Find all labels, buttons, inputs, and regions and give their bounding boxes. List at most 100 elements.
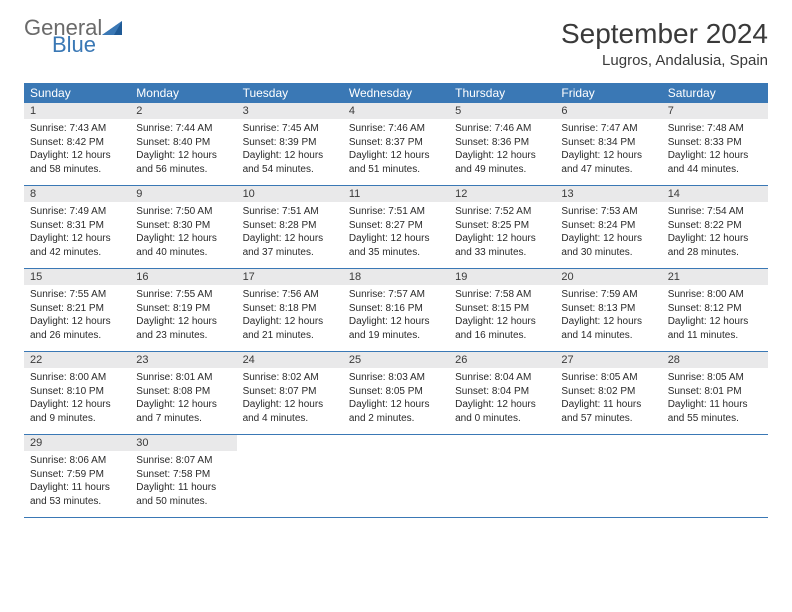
day-content: Sunrise: 8:01 AMSunset: 8:08 PMDaylight:… (130, 368, 236, 431)
day-cell: 24Sunrise: 8:02 AMSunset: 8:07 PMDayligh… (237, 352, 343, 434)
week-row: 29Sunrise: 8:06 AMSunset: 7:59 PMDayligh… (24, 435, 768, 518)
empty-day-cell (343, 435, 449, 517)
day-cell: 15Sunrise: 7:55 AMSunset: 8:21 PMDayligh… (24, 269, 130, 351)
day-content: Sunrise: 8:07 AMSunset: 7:58 PMDaylight:… (130, 451, 236, 514)
day-number: 19 (449, 269, 555, 285)
day-number: 29 (24, 435, 130, 451)
day-number: 13 (555, 186, 661, 202)
day-number: 12 (449, 186, 555, 202)
day-content: Sunrise: 7:55 AMSunset: 8:19 PMDaylight:… (130, 285, 236, 348)
day-content: Sunrise: 8:04 AMSunset: 8:04 PMDaylight:… (449, 368, 555, 431)
title-block: September 2024 Lugros, Andalusia, Spain (561, 18, 768, 69)
day-cell: 27Sunrise: 8:05 AMSunset: 8:02 PMDayligh… (555, 352, 661, 434)
day-cell: 6Sunrise: 7:47 AMSunset: 8:34 PMDaylight… (555, 103, 661, 185)
day-content: Sunrise: 7:44 AMSunset: 8:40 PMDaylight:… (130, 119, 236, 182)
day-number: 17 (237, 269, 343, 285)
location-subtitle: Lugros, Andalusia, Spain (561, 52, 768, 69)
day-cell: 13Sunrise: 7:53 AMSunset: 8:24 PMDayligh… (555, 186, 661, 268)
day-number: 21 (662, 269, 768, 285)
calendar: SundayMondayTuesdayWednesdayThursdayFrid… (24, 83, 768, 518)
day-content: Sunrise: 7:59 AMSunset: 8:13 PMDaylight:… (555, 285, 661, 348)
day-content: Sunrise: 7:51 AMSunset: 8:28 PMDaylight:… (237, 202, 343, 265)
day-number: 20 (555, 269, 661, 285)
day-content: Sunrise: 8:05 AMSunset: 8:01 PMDaylight:… (662, 368, 768, 431)
page-title: September 2024 (561, 18, 768, 50)
day-number: 23 (130, 352, 236, 368)
day-number: 22 (24, 352, 130, 368)
day-number: 9 (130, 186, 236, 202)
day-number: 5 (449, 103, 555, 119)
logo-text-blue: Blue (52, 35, 126, 56)
day-content: Sunrise: 7:48 AMSunset: 8:33 PMDaylight:… (662, 119, 768, 182)
empty-day-cell (555, 435, 661, 517)
day-cell: 28Sunrise: 8:05 AMSunset: 8:01 PMDayligh… (662, 352, 768, 434)
day-number: 14 (662, 186, 768, 202)
day-content: Sunrise: 7:57 AMSunset: 8:16 PMDaylight:… (343, 285, 449, 348)
day-header: Saturday (662, 83, 768, 103)
day-cell: 11Sunrise: 7:51 AMSunset: 8:27 PMDayligh… (343, 186, 449, 268)
empty-day-cell (237, 435, 343, 517)
day-content: Sunrise: 7:55 AMSunset: 8:21 PMDaylight:… (24, 285, 130, 348)
day-content: Sunrise: 7:51 AMSunset: 8:27 PMDaylight:… (343, 202, 449, 265)
day-headers-row: SundayMondayTuesdayWednesdayThursdayFrid… (24, 83, 768, 103)
day-number: 1 (24, 103, 130, 119)
day-cell: 2Sunrise: 7:44 AMSunset: 8:40 PMDaylight… (130, 103, 236, 185)
day-number: 16 (130, 269, 236, 285)
day-number: 6 (555, 103, 661, 119)
day-cell: 16Sunrise: 7:55 AMSunset: 8:19 PMDayligh… (130, 269, 236, 351)
day-number: 27 (555, 352, 661, 368)
day-number: 3 (237, 103, 343, 119)
day-cell: 22Sunrise: 8:00 AMSunset: 8:10 PMDayligh… (24, 352, 130, 434)
day-content: Sunrise: 7:53 AMSunset: 8:24 PMDaylight:… (555, 202, 661, 265)
day-content: Sunrise: 8:02 AMSunset: 8:07 PMDaylight:… (237, 368, 343, 431)
day-cell: 21Sunrise: 8:00 AMSunset: 8:12 PMDayligh… (662, 269, 768, 351)
header: General Blue September 2024 Lugros, Anda… (24, 18, 768, 69)
day-content: Sunrise: 7:50 AMSunset: 8:30 PMDaylight:… (130, 202, 236, 265)
week-row: 15Sunrise: 7:55 AMSunset: 8:21 PMDayligh… (24, 269, 768, 352)
day-cell: 8Sunrise: 7:49 AMSunset: 8:31 PMDaylight… (24, 186, 130, 268)
day-content: Sunrise: 8:05 AMSunset: 8:02 PMDaylight:… (555, 368, 661, 431)
day-cell: 1Sunrise: 7:43 AMSunset: 8:42 PMDaylight… (24, 103, 130, 185)
day-number: 11 (343, 186, 449, 202)
day-number: 24 (237, 352, 343, 368)
day-cell: 4Sunrise: 7:46 AMSunset: 8:37 PMDaylight… (343, 103, 449, 185)
day-number: 26 (449, 352, 555, 368)
day-content: Sunrise: 7:54 AMSunset: 8:22 PMDaylight:… (662, 202, 768, 265)
day-number: 18 (343, 269, 449, 285)
day-content: Sunrise: 8:00 AMSunset: 8:10 PMDaylight:… (24, 368, 130, 431)
day-cell: 14Sunrise: 7:54 AMSunset: 8:22 PMDayligh… (662, 186, 768, 268)
week-row: 1Sunrise: 7:43 AMSunset: 8:42 PMDaylight… (24, 103, 768, 186)
day-header: Friday (555, 83, 661, 103)
day-cell: 26Sunrise: 8:04 AMSunset: 8:04 PMDayligh… (449, 352, 555, 434)
day-header: Tuesday (237, 83, 343, 103)
day-content: Sunrise: 7:45 AMSunset: 8:39 PMDaylight:… (237, 119, 343, 182)
day-content: Sunrise: 8:00 AMSunset: 8:12 PMDaylight:… (662, 285, 768, 348)
empty-day-cell (662, 435, 768, 517)
day-content: Sunrise: 7:52 AMSunset: 8:25 PMDaylight:… (449, 202, 555, 265)
day-header: Thursday (449, 83, 555, 103)
day-number: 30 (130, 435, 236, 451)
day-header: Monday (130, 83, 236, 103)
day-cell: 29Sunrise: 8:06 AMSunset: 7:59 PMDayligh… (24, 435, 130, 517)
day-content: Sunrise: 7:49 AMSunset: 8:31 PMDaylight:… (24, 202, 130, 265)
day-number: 25 (343, 352, 449, 368)
day-number: 7 (662, 103, 768, 119)
day-number: 2 (130, 103, 236, 119)
day-cell: 9Sunrise: 7:50 AMSunset: 8:30 PMDaylight… (130, 186, 236, 268)
day-cell: 5Sunrise: 7:46 AMSunset: 8:36 PMDaylight… (449, 103, 555, 185)
day-cell: 19Sunrise: 7:58 AMSunset: 8:15 PMDayligh… (449, 269, 555, 351)
day-cell: 12Sunrise: 7:52 AMSunset: 8:25 PMDayligh… (449, 186, 555, 268)
day-cell: 20Sunrise: 7:59 AMSunset: 8:13 PMDayligh… (555, 269, 661, 351)
day-cell: 23Sunrise: 8:01 AMSunset: 8:08 PMDayligh… (130, 352, 236, 434)
day-header: Wednesday (343, 83, 449, 103)
day-number: 8 (24, 186, 130, 202)
week-row: 8Sunrise: 7:49 AMSunset: 8:31 PMDaylight… (24, 186, 768, 269)
day-cell: 30Sunrise: 8:07 AMSunset: 7:58 PMDayligh… (130, 435, 236, 517)
day-cell: 7Sunrise: 7:48 AMSunset: 8:33 PMDaylight… (662, 103, 768, 185)
week-row: 22Sunrise: 8:00 AMSunset: 8:10 PMDayligh… (24, 352, 768, 435)
day-number: 4 (343, 103, 449, 119)
day-content: Sunrise: 7:56 AMSunset: 8:18 PMDaylight:… (237, 285, 343, 348)
day-cell: 17Sunrise: 7:56 AMSunset: 8:18 PMDayligh… (237, 269, 343, 351)
day-cell: 18Sunrise: 7:57 AMSunset: 8:16 PMDayligh… (343, 269, 449, 351)
day-number: 28 (662, 352, 768, 368)
